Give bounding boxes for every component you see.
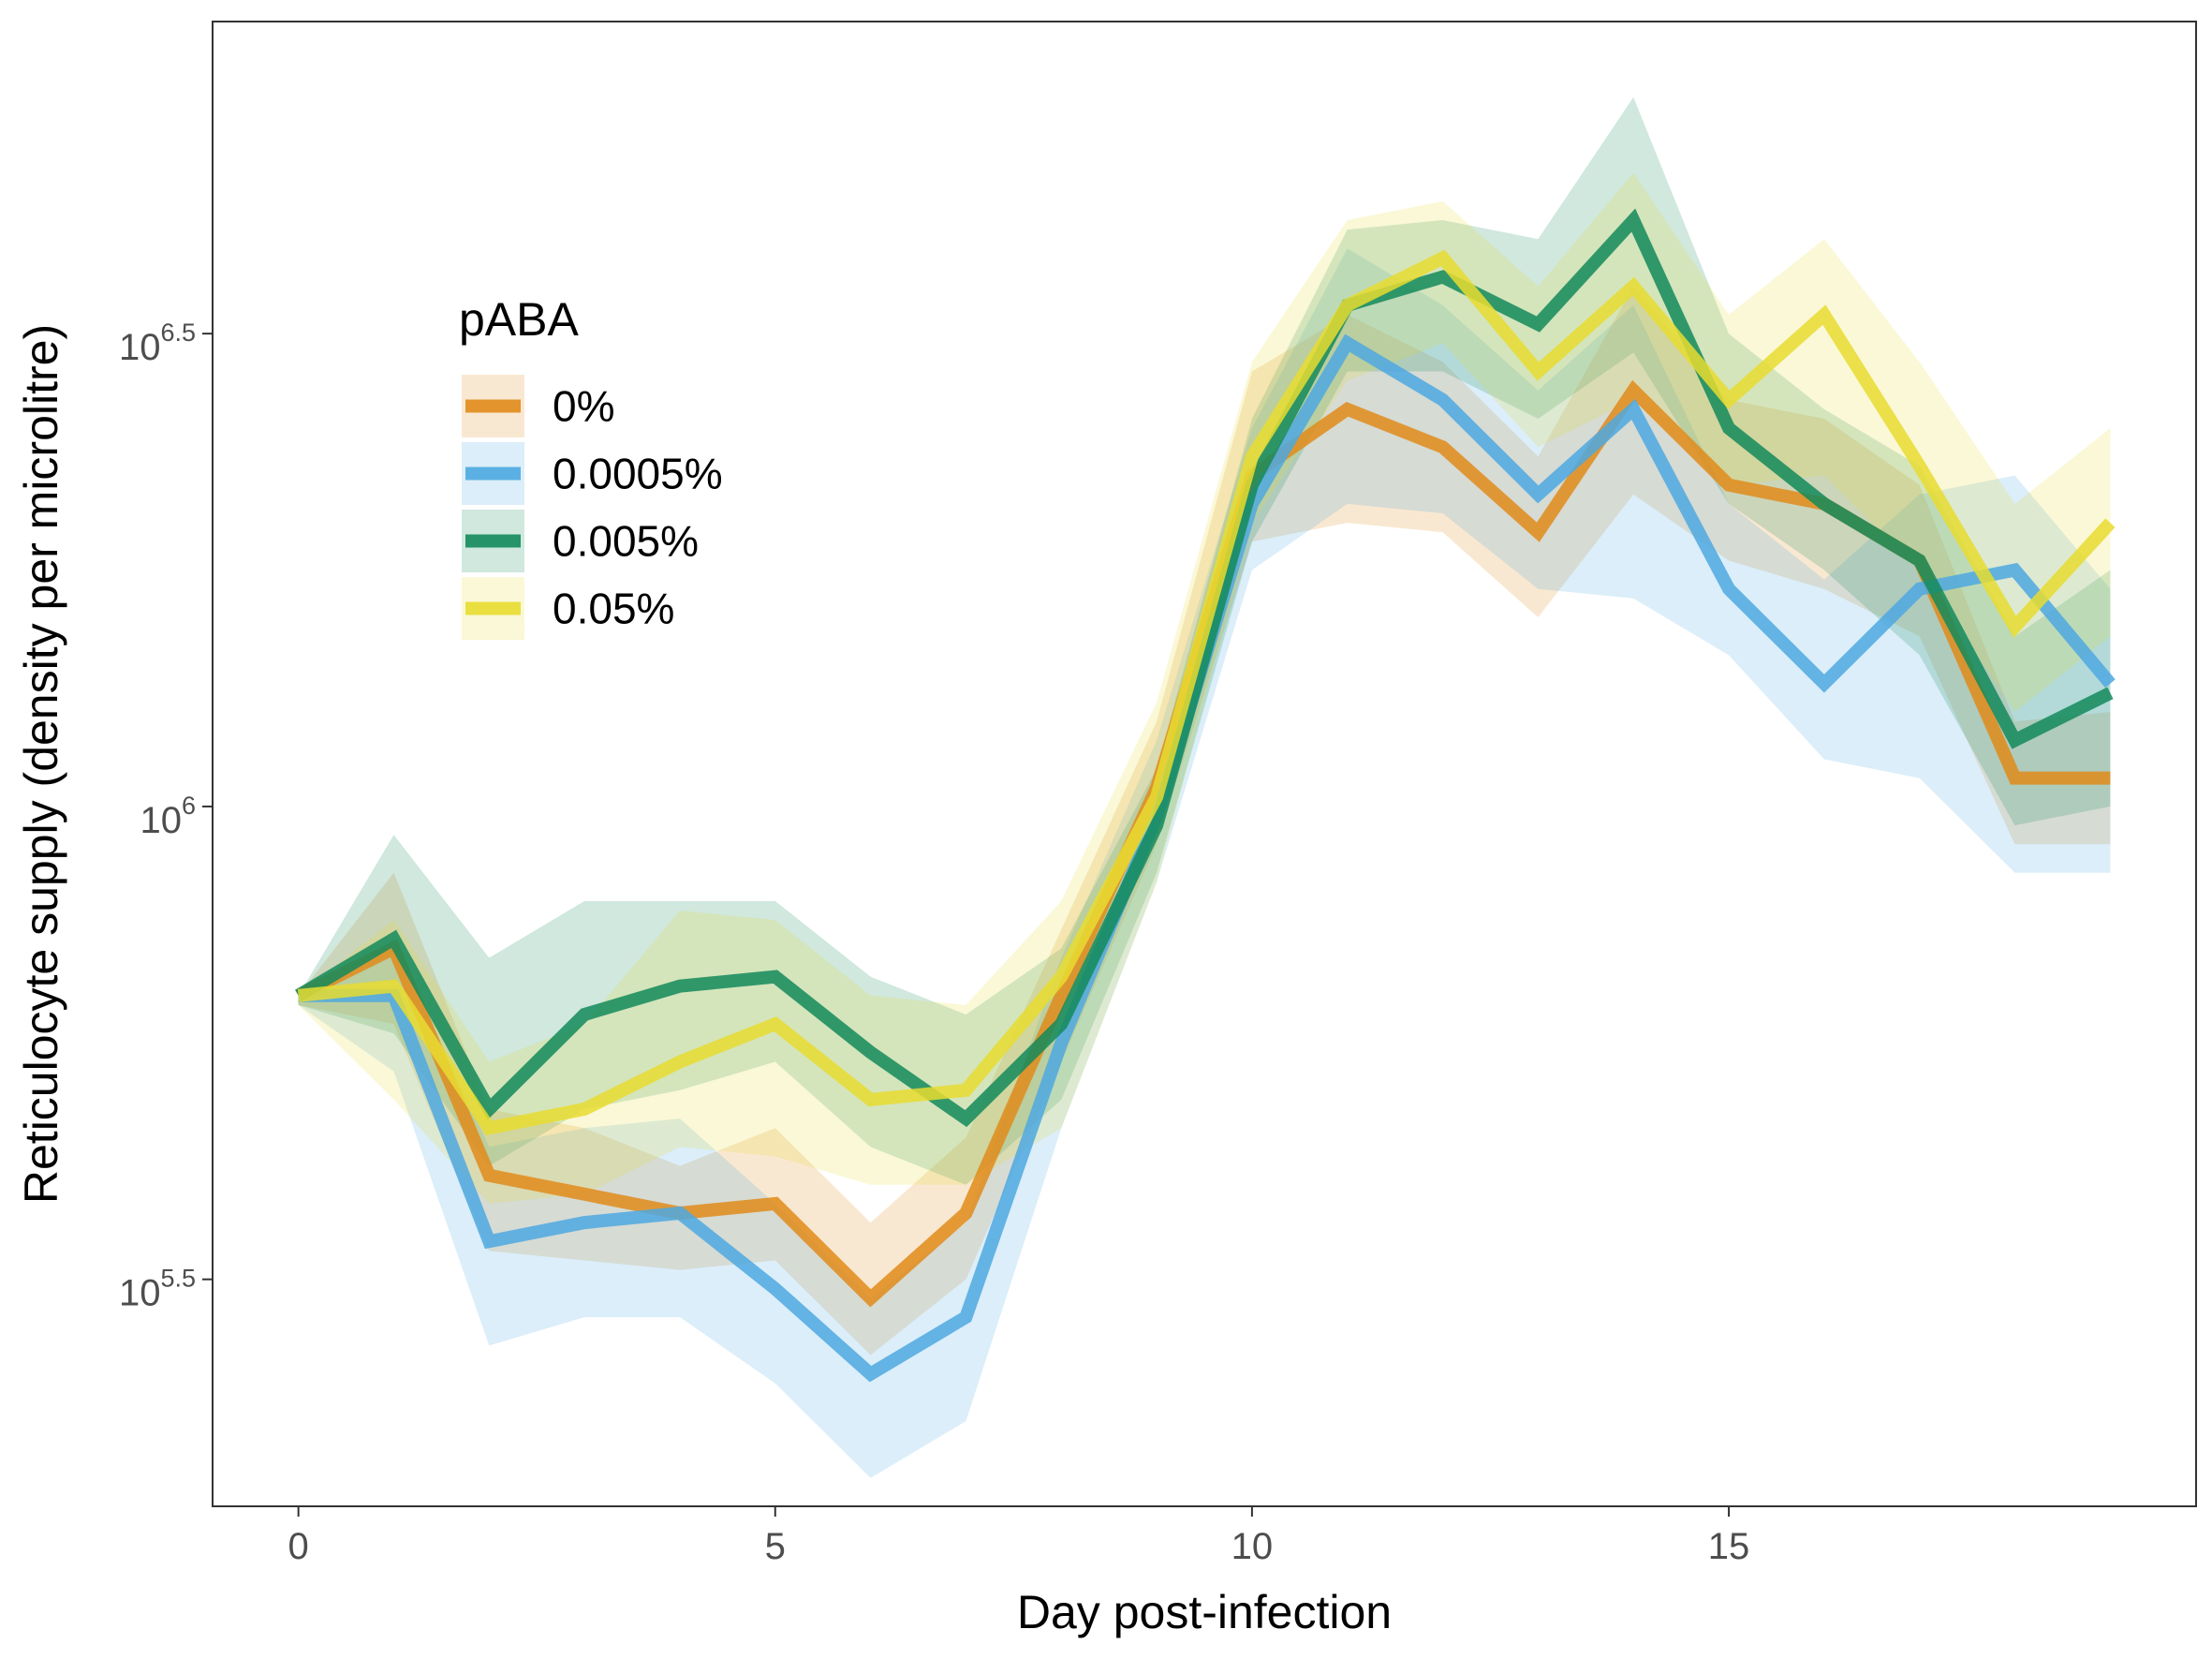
- y-tick-base: 10: [119, 1273, 161, 1314]
- x-tick-label: 10: [1231, 1526, 1274, 1567]
- band-series-3: [298, 172, 2111, 1204]
- legend-label: 0.0005%: [553, 450, 723, 498]
- y-tick-label: 105.5: [119, 1265, 196, 1314]
- legend-label: 0.05%: [553, 585, 674, 633]
- x-tick-label: 5: [765, 1526, 786, 1567]
- line-series-3: [297, 249, 2116, 1135]
- x-axis-title: Day post-infection: [1017, 1586, 1392, 1638]
- x-tick-label: 0: [288, 1526, 309, 1567]
- y-tick-label: 106.5: [119, 318, 196, 368]
- y-axis-title: Reticulocyte supply (density per microli…: [15, 324, 67, 1204]
- y-tick-base: 10: [140, 800, 182, 841]
- y-tick-base: 10: [119, 327, 161, 368]
- legend-items: 0% 0.0005% 0.005% 0.05%: [462, 375, 723, 640]
- x-axis: 0 5 10 15: [288, 1506, 1750, 1567]
- legend-label: 0%: [553, 382, 614, 431]
- plot-panel-border: [212, 21, 2197, 1507]
- legend: pABA 0% 0.0005% 0.005% 0.05%: [459, 293, 723, 640]
- series-lines: [295, 208, 2116, 1383]
- x-tick-label: 15: [1708, 1526, 1750, 1567]
- band-series-1: [298, 248, 2111, 1478]
- y-tick-exponent: 6: [182, 792, 196, 820]
- y-tick-label: 106: [140, 792, 196, 841]
- y-tick-exponent: 6.5: [160, 318, 196, 347]
- line-series-2: [295, 208, 2114, 1128]
- legend-title: pABA: [459, 293, 580, 346]
- y-tick-exponent: 5.5: [160, 1265, 196, 1293]
- legend-label: 0.005%: [553, 517, 699, 566]
